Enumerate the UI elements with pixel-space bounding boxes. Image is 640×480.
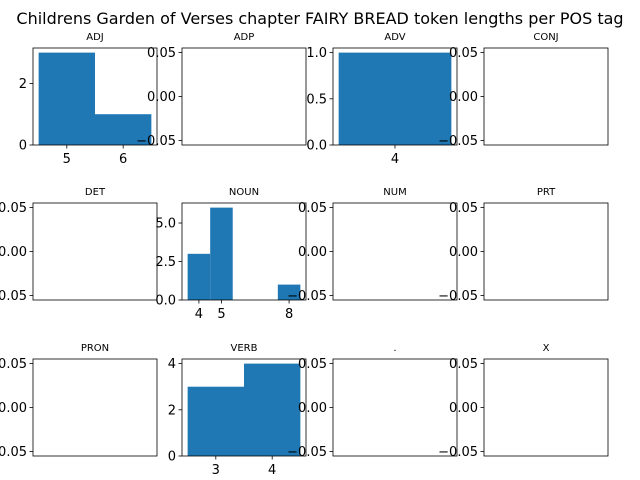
y-tick-label: −0.05 bbox=[136, 134, 176, 149]
panel-title: DET bbox=[85, 187, 106, 198]
y-tick-label: 0.05 bbox=[147, 46, 176, 61]
panel-title: ADV bbox=[384, 32, 405, 43]
panel-adp: ADP −0.05 0.00 0.05 bbox=[136, 32, 307, 149]
panel-title: PRON bbox=[81, 343, 109, 354]
x-tick-label: 4 bbox=[391, 152, 399, 167]
panel-x: X −0.05 0.00 0.05 bbox=[438, 343, 609, 460]
y-tick-label: 0.05 bbox=[0, 201, 27, 216]
panel-noun: NOUN 0.0 2.5 5.0 4 5 8 bbox=[155, 187, 307, 322]
y-tick-label: −0.05 bbox=[0, 445, 27, 460]
y-tick-label: 0.05 bbox=[298, 357, 327, 372]
axes-frame bbox=[483, 202, 609, 301]
y-tick-label: 0 bbox=[168, 450, 176, 465]
y-tick-label: 5.0 bbox=[155, 217, 176, 232]
axes-frame bbox=[483, 47, 609, 146]
axes-frame bbox=[181, 358, 307, 457]
panel-title: ADJ bbox=[86, 32, 104, 43]
y-tick-label: −0.05 bbox=[287, 289, 327, 304]
y-tick-label: 0.00 bbox=[0, 401, 27, 416]
figure-title: Childrens Garden of Verses chapter FAIRY… bbox=[16, 9, 623, 28]
panel-adj: ADJ 0 2 5 6 bbox=[19, 32, 158, 167]
panel-adv: ADV 0.0 0.5 1.0 4 bbox=[306, 32, 458, 167]
y-tick-label: 2 bbox=[19, 77, 27, 92]
panel-conj: CONJ −0.05 0.00 0.05 bbox=[438, 32, 609, 149]
y-tick-label: 1.0 bbox=[306, 46, 327, 61]
panel-title: VERB bbox=[231, 343, 258, 354]
y-tick-label: 0.05 bbox=[449, 46, 478, 61]
panel-title: . bbox=[393, 343, 396, 354]
y-tick-label: 0.00 bbox=[298, 245, 327, 260]
axes-frame bbox=[32, 47, 158, 146]
bar-noun-2 bbox=[277, 284, 301, 300]
panel-prt: PRT −0.05 0.00 0.05 bbox=[438, 187, 609, 304]
bar-noun-1 bbox=[210, 207, 233, 300]
y-tick-label: 0.05 bbox=[449, 201, 478, 216]
x-tick-label: 4 bbox=[268, 463, 276, 478]
y-tick-label: 0 bbox=[19, 139, 27, 154]
y-tick-label: 2 bbox=[168, 403, 176, 418]
y-tick-label: 4 bbox=[168, 357, 176, 372]
axes-frame bbox=[32, 202, 158, 301]
x-tick-label: 6 bbox=[119, 152, 127, 167]
bar-adj-0 bbox=[38, 52, 95, 145]
y-tick-label: 0.00 bbox=[449, 245, 478, 260]
panel-title: ADP bbox=[234, 32, 255, 43]
y-tick-label: 2.5 bbox=[155, 255, 176, 270]
x-tick-label: 3 bbox=[212, 463, 220, 478]
x-tick-label: 4 bbox=[195, 307, 203, 322]
panel-title: PRT bbox=[537, 187, 556, 198]
x-tick-label: 5 bbox=[217, 307, 225, 322]
y-tick-label: −0.05 bbox=[438, 289, 478, 304]
x-tick-label: 5 bbox=[63, 152, 71, 167]
y-tick-label: 0.5 bbox=[306, 92, 327, 107]
y-tick-label: 0.05 bbox=[449, 357, 478, 372]
panel-num: NUM −0.05 0.00 0.05 bbox=[287, 187, 458, 304]
panel-pron: PRON −0.05 0.00 0.05 bbox=[0, 343, 158, 460]
panel-title: NOUN bbox=[229, 187, 259, 198]
panel-det: DET −0.05 0.00 0.05 bbox=[0, 187, 158, 304]
panel-punct: . −0.05 0.00 0.05 bbox=[287, 343, 458, 460]
y-tick-label: −0.05 bbox=[438, 445, 478, 460]
axes-frame bbox=[181, 47, 307, 146]
bar-adj-1 bbox=[95, 114, 152, 145]
y-tick-label: 0.05 bbox=[0, 357, 27, 372]
x-tick-label: 8 bbox=[285, 307, 293, 322]
axes-frame bbox=[32, 358, 158, 457]
y-tick-label: −0.05 bbox=[287, 445, 327, 460]
y-tick-label: 0.00 bbox=[147, 90, 176, 105]
y-tick-label: −0.05 bbox=[0, 289, 27, 304]
bar-verb-0 bbox=[187, 386, 244, 456]
y-tick-label: 0.0 bbox=[155, 294, 176, 309]
panel-title: X bbox=[543, 343, 550, 354]
y-tick-label: 0.00 bbox=[449, 401, 478, 416]
bar-noun-0 bbox=[187, 253, 211, 300]
bar-verb-1 bbox=[244, 363, 301, 456]
axes-frame bbox=[181, 202, 307, 301]
y-tick-label: 0.05 bbox=[298, 201, 327, 216]
axes-frame bbox=[332, 202, 458, 301]
panel-verb: VERB 0 2 4 3 4 bbox=[168, 343, 307, 478]
axes-frame bbox=[483, 358, 609, 457]
bar-adv-0 bbox=[338, 52, 452, 145]
y-tick-label: 0.00 bbox=[0, 245, 27, 260]
panel-title: NUM bbox=[383, 187, 406, 198]
y-tick-label: 0.00 bbox=[298, 401, 327, 416]
y-tick-label: 0.0 bbox=[306, 139, 327, 154]
axes-frame bbox=[332, 358, 458, 457]
panel-title: CONJ bbox=[533, 32, 558, 43]
y-tick-label: −0.05 bbox=[438, 134, 478, 149]
y-tick-label: 0.00 bbox=[449, 90, 478, 105]
